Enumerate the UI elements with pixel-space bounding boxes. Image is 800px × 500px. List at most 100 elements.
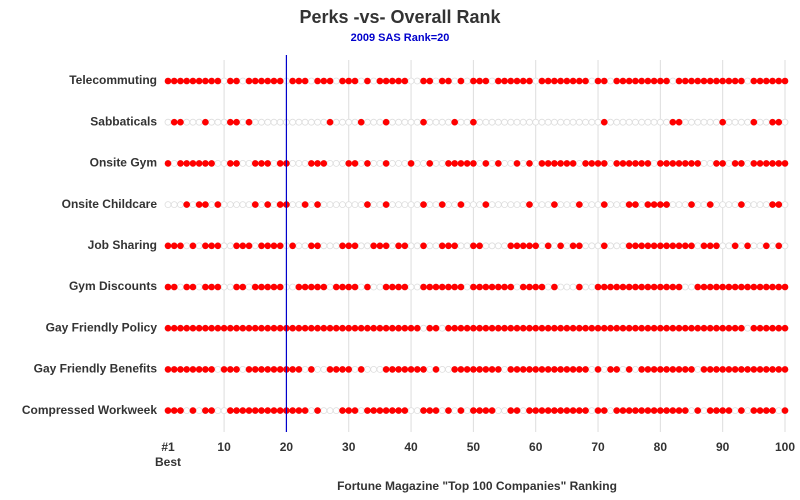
empty-slot: [364, 118, 371, 126]
empty-slot: [170, 201, 178, 209]
perk-dot: [713, 324, 720, 332]
perk-dot: [769, 160, 776, 167]
perk-dot: [625, 201, 633, 208]
row-label: Onsite Gym: [90, 156, 157, 170]
empty-slot: [370, 283, 378, 291]
perk-dot: [650, 324, 658, 332]
perk-dot: [663, 407, 670, 414]
empty-slot: [681, 201, 689, 209]
perk-dot: [239, 324, 247, 332]
perk-dot: [432, 324, 440, 332]
empty-slot: [438, 118, 446, 126]
empty-slot: [214, 159, 222, 167]
empty-slot: [519, 118, 527, 126]
perk-dot: [339, 366, 346, 373]
perk-dot: [183, 201, 190, 208]
perk-dot: [420, 366, 427, 373]
perk-dot: [239, 242, 247, 250]
empty-slot: [357, 77, 365, 85]
perk-dot: [657, 407, 664, 414]
perk-dot: [351, 407, 359, 414]
empty-slot: [781, 201, 789, 209]
empty-slot: [569, 283, 577, 291]
perk-dot: [289, 77, 296, 85]
empty-slot: [551, 242, 558, 250]
perk-dot: [339, 242, 346, 250]
perk-dot: [488, 324, 496, 332]
empty-slot: [189, 201, 197, 209]
perk-dot: [470, 242, 477, 250]
perk-dot: [600, 324, 608, 332]
perk-dot: [725, 407, 733, 414]
perk-dot: [251, 324, 259, 332]
empty-slot: [245, 201, 253, 209]
perk-dot: [600, 118, 608, 126]
empty-slot: [494, 201, 502, 209]
perk-dot: [619, 283, 627, 291]
perk-dot: [700, 77, 708, 85]
perk-dot: [600, 242, 608, 250]
empty-slot: [750, 242, 758, 250]
perk-dot: [382, 407, 390, 414]
perk-dot: [563, 324, 571, 332]
empty-slot: [731, 407, 739, 415]
empty-slot: [370, 159, 378, 167]
perk-dot: [382, 283, 390, 291]
perk-dot: [657, 324, 664, 332]
empty-slot: [239, 201, 247, 209]
perk-dot: [756, 366, 764, 373]
empty-slot: [569, 118, 577, 126]
perk-dot: [507, 366, 515, 373]
perk-dot: [395, 77, 402, 85]
perk-dot: [289, 242, 296, 250]
empty-slot: [476, 118, 484, 126]
empty-slot: [501, 159, 508, 167]
perk-dot: [600, 283, 608, 291]
empty-slot: [407, 242, 415, 250]
empty-slot: [195, 407, 203, 415]
perk-dot: [239, 407, 247, 414]
perk-dot: [389, 366, 396, 373]
perk-dot: [613, 77, 621, 85]
perk-dot: [370, 324, 377, 332]
perk-dot: [719, 118, 726, 126]
empty-slot: [582, 118, 589, 126]
empty-slot: [195, 242, 203, 250]
empty-slot: [725, 242, 733, 250]
empty-slot: [488, 77, 496, 85]
perk-dot: [264, 242, 272, 250]
perk-dot: [681, 242, 689, 250]
perk-dot: [345, 242, 353, 250]
perk-dot: [495, 160, 502, 167]
empty-slot: [451, 77, 459, 85]
empty-slot: [339, 201, 346, 209]
empty-slot: [463, 118, 471, 126]
perk-dot: [270, 77, 278, 85]
empty-slot: [706, 159, 714, 167]
perk-dot: [744, 366, 751, 373]
perk-dot: [314, 242, 321, 250]
perk-dot: [663, 242, 670, 250]
perk-dot: [700, 242, 708, 250]
perk-dot: [183, 366, 190, 373]
perk-dot: [551, 283, 558, 291]
perk-dot: [719, 407, 726, 414]
perk-dot: [420, 77, 427, 85]
empty-slot: [563, 201, 571, 209]
empty-slot: [694, 201, 702, 209]
empty-slot: [501, 407, 508, 415]
perk-dot: [526, 324, 533, 332]
perk-dot: [495, 77, 502, 85]
perk-dot: [401, 283, 409, 291]
perk-dot: [750, 118, 758, 126]
perk-dot: [258, 242, 265, 250]
perk-dot: [775, 160, 783, 167]
perk-dot: [675, 77, 683, 85]
perk-dot: [233, 324, 240, 332]
perk-dot: [638, 324, 645, 332]
perk-dot: [738, 366, 745, 373]
perk-dot: [495, 324, 502, 332]
perk-dot: [432, 407, 440, 414]
perk-dot: [769, 324, 776, 332]
perk-dot: [227, 366, 234, 373]
